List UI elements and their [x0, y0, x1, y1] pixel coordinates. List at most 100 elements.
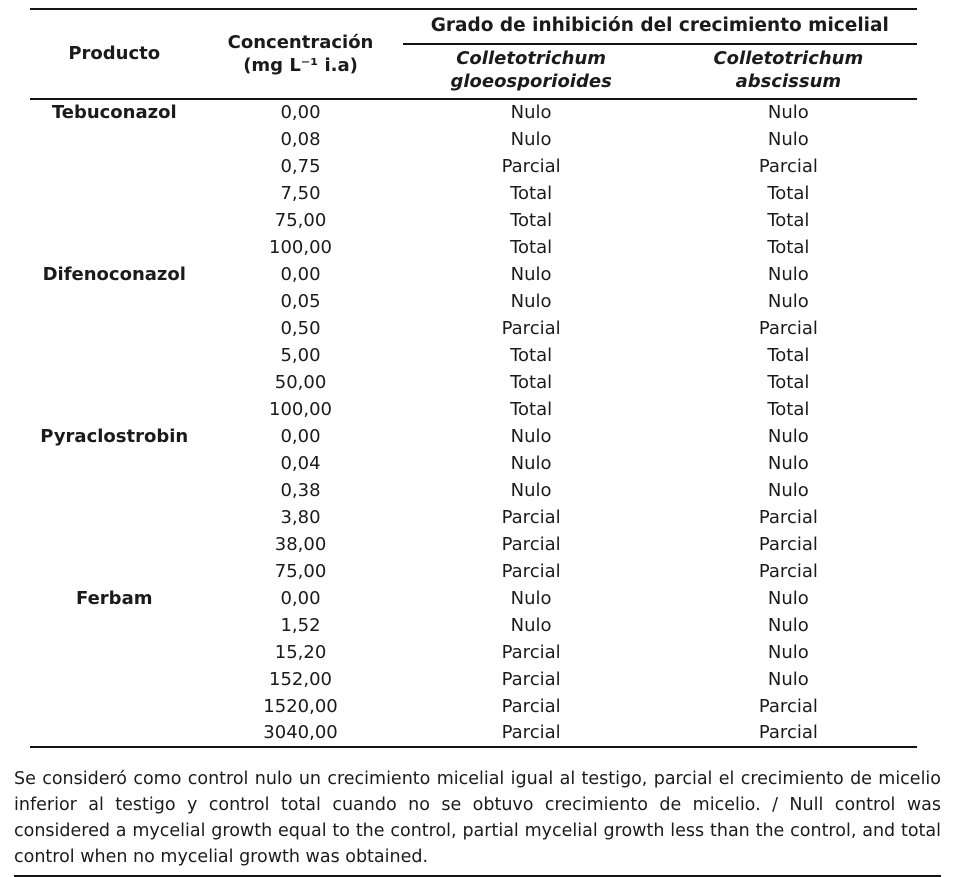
cell-concentracion: 38,00	[274, 533, 327, 555]
cell-producto	[30, 207, 199, 234]
cell-abscissum: Nulo	[767, 668, 809, 690]
cell-producto	[30, 153, 199, 180]
cell-producto	[30, 531, 199, 558]
table-row: 15,20 Parcial Nulo	[30, 639, 917, 666]
cell-concentracion: 50,00	[274, 371, 327, 393]
cell-gloeosporioides: Parcial	[501, 506, 561, 528]
cell-gloeosporioides: Parcial	[501, 668, 561, 690]
cell-concentracion: 3040,00	[263, 722, 338, 743]
table-row: 0,05 Nulo Nulo	[30, 288, 917, 315]
cell-concentracion: 100,00	[269, 236, 332, 258]
cell-concentracion: 100,00	[269, 398, 332, 420]
cell-producto: Difenoconazol	[42, 263, 186, 285]
cell-gloeosporioides: Nulo	[510, 452, 552, 474]
table-row: 75,00 Parcial Parcial	[30, 558, 917, 585]
cell-gloeosporioides: Nulo	[510, 587, 552, 609]
cell-gloeosporioides: Nulo	[510, 290, 552, 312]
cell-producto	[30, 477, 199, 504]
cell-producto	[30, 396, 199, 423]
cell-gloeosporioides: Nulo	[510, 479, 552, 501]
cell-concentracion: 152,00	[269, 668, 332, 690]
table-row: 0,38 Nulo Nulo	[30, 477, 917, 504]
cell-gloeosporioides: Total	[510, 209, 553, 231]
cell-producto	[30, 639, 199, 666]
cell-concentracion: 0,04	[280, 452, 321, 474]
cell-producto	[30, 369, 199, 396]
cell-concentracion: 75,00	[274, 560, 327, 582]
header-species-abscissum: Colletotrichum abscissum	[659, 44, 917, 100]
table-row: 100,00 Total Total	[30, 234, 917, 261]
cell-concentracion: 0,05	[280, 290, 321, 312]
table-row: Difenoconazol 0,00 Nulo Nulo	[30, 261, 917, 288]
cell-producto	[30, 342, 199, 369]
table-header: Producto Concentración (mg L⁻¹ i.a) Grad…	[30, 9, 917, 100]
cell-producto	[30, 180, 199, 207]
cell-concentracion: 75,00	[274, 209, 327, 231]
header-concentracion-line1: Concentración	[227, 32, 374, 53]
species2-genus: Colletotrichum	[713, 48, 864, 69]
cell-gloeosporioides: Parcial	[501, 722, 561, 743]
cell-gloeosporioides: Nulo	[510, 425, 552, 447]
header-concentracion: Concentración (mg L⁻¹ i.a)	[198, 9, 403, 100]
cell-concentracion: 0,00	[280, 587, 321, 609]
cell-abscissum: Nulo	[767, 263, 809, 285]
cell-concentracion: 0,00	[280, 102, 321, 123]
table-row: 5,00 Total Total	[30, 342, 917, 369]
table-row: 3040,00 Parcial Parcial	[30, 720, 917, 747]
cell-gloeosporioides: Total	[510, 398, 553, 420]
cell-abscissum: Parcial	[758, 533, 818, 555]
cell-concentracion: 0,00	[280, 425, 321, 447]
cell-concentracion: 0,38	[280, 479, 321, 501]
cell-gloeosporioides: Nulo	[510, 128, 552, 150]
cell-producto	[30, 504, 199, 531]
cell-producto	[30, 450, 199, 477]
cell-producto	[30, 234, 199, 261]
cell-concentracion: 3,80	[280, 506, 321, 528]
cell-gloeosporioides: Nulo	[510, 102, 552, 123]
cell-concentracion: 7,50	[280, 182, 321, 204]
cell-abscissum: Nulo	[767, 452, 809, 474]
cell-abscissum: Total	[767, 398, 810, 420]
cell-gloeosporioides: Nulo	[510, 263, 552, 285]
table-row: 7,50 Total Total	[30, 180, 917, 207]
table-row: 0,04 Nulo Nulo	[30, 450, 917, 477]
table-row: Pyraclostrobin 0,00 Nulo Nulo	[30, 423, 917, 450]
cell-concentracion: 1520,00	[263, 695, 338, 717]
cell-abscissum: Nulo	[767, 425, 809, 447]
cell-producto	[30, 720, 199, 747]
header-row-top: Producto Concentración (mg L⁻¹ i.a) Grad…	[30, 9, 917, 100]
table-row: 0,75 Parcial Parcial	[30, 153, 917, 180]
table-row: 50,00 Total Total	[30, 369, 917, 396]
table-row: 100,00 Total Total	[30, 396, 917, 423]
cell-abscissum: Parcial	[758, 317, 818, 339]
cell-producto	[30, 693, 199, 720]
cell-producto	[30, 666, 199, 693]
inhibition-table: Producto Concentración (mg L⁻¹ i.a) Grad…	[30, 8, 917, 748]
species1-genus: Colletotrichum	[456, 48, 607, 69]
table-row: Ferbam 0,00 Nulo Nulo	[30, 585, 917, 612]
cell-abscissum: Parcial	[758, 722, 818, 743]
cell-abscissum: Parcial	[758, 560, 818, 582]
cell-gloeosporioides: Parcial	[501, 560, 561, 582]
cell-producto	[30, 126, 199, 153]
table-row: 152,00 Parcial Nulo	[30, 666, 917, 693]
header-concentracion-line2: (mg L⁻¹ i.a)	[243, 55, 358, 76]
cell-concentracion: 0,00	[280, 263, 321, 285]
cell-gloeosporioides: Nulo	[510, 614, 552, 636]
cell-gloeosporioides: Total	[510, 236, 553, 258]
cell-producto: Tebuconazol	[51, 102, 177, 123]
cell-gloeosporioides: Parcial	[501, 317, 561, 339]
cell-abscissum: Total	[767, 371, 810, 393]
cell-concentracion: 0,50	[280, 317, 321, 339]
cell-abscissum: Nulo	[767, 102, 809, 123]
table-row: Tebuconazol 0,00 Nulo Nulo	[30, 99, 917, 126]
cell-concentracion: 15,20	[274, 641, 327, 663]
cell-gloeosporioides: Parcial	[501, 695, 561, 717]
cell-producto: Pyraclostrobin	[40, 425, 189, 447]
cell-gloeosporioides: Total	[510, 344, 553, 366]
header-grado-inhibicion: Grado de inhibición del crecimiento mice…	[402, 9, 917, 45]
cell-concentracion: 5,00	[280, 344, 321, 366]
header-producto: Producto	[30, 9, 199, 100]
cell-abscissum: Nulo	[767, 614, 809, 636]
